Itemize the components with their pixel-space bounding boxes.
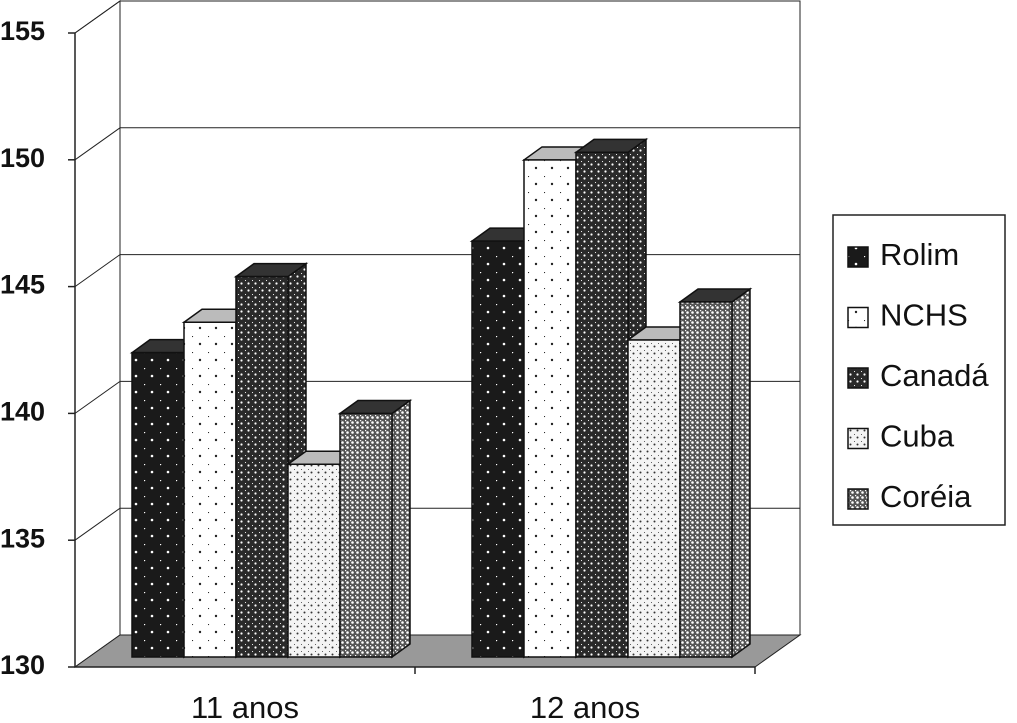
legend-label: Rolim <box>880 237 959 272</box>
bar <box>677 287 753 659</box>
bar-front <box>575 151 629 658</box>
bar-front <box>523 159 577 658</box>
legend-label: Canadá <box>880 358 989 393</box>
bar-side <box>391 399 411 659</box>
bar-front <box>183 321 237 658</box>
bar-side <box>731 287 751 659</box>
x-tick-label: 11 anos <box>191 690 299 723</box>
legend-label: Cuba <box>880 419 955 454</box>
bar-front <box>235 275 289 658</box>
legend-swatch <box>847 306 869 329</box>
side-wall <box>74 0 121 668</box>
y-tick-label: 145 <box>0 270 45 300</box>
legend-swatch <box>847 427 869 450</box>
bar <box>337 399 413 659</box>
bar-front <box>287 463 341 658</box>
legend-swatch <box>847 367 869 389</box>
bar-front <box>339 412 393 658</box>
legend-label: NCHS <box>880 298 968 333</box>
bar-front <box>131 351 185 658</box>
grid-line-side <box>74 254 121 288</box>
grid-line-side <box>74 127 121 161</box>
y-tick-label: 135 <box>0 523 45 553</box>
legend-swatch <box>847 488 869 510</box>
y-tick-label: 130 <box>0 650 45 680</box>
grid-line-side <box>74 380 121 414</box>
bar-front <box>679 301 733 658</box>
grid-line-side <box>74 507 121 541</box>
grid-line-side <box>74 0 121 34</box>
x-tick-label: 12 anos <box>530 690 640 723</box>
legend-swatch <box>847 246 869 268</box>
y-tick-label: 150 <box>0 143 45 173</box>
bar-front <box>471 240 525 658</box>
legend-label: Coréia <box>880 479 972 514</box>
y-tick-label: 155 <box>0 16 45 46</box>
bar-front <box>627 339 681 658</box>
y-tick-label: 140 <box>0 397 45 427</box>
